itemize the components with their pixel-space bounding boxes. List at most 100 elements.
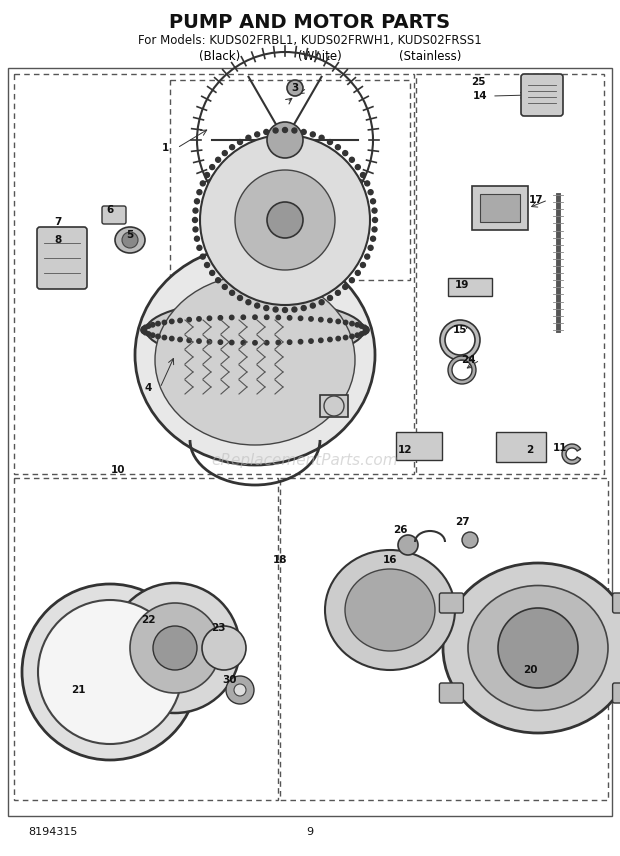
Text: 21: 21 (71, 685, 86, 695)
Circle shape (143, 330, 148, 335)
Text: 24: 24 (461, 355, 476, 365)
Circle shape (141, 328, 145, 332)
Bar (480, 194, 520, 222)
Circle shape (371, 236, 376, 241)
Circle shape (371, 199, 376, 204)
Text: 15: 15 (453, 325, 467, 335)
Circle shape (462, 532, 478, 548)
Circle shape (335, 145, 340, 150)
Text: 22: 22 (141, 615, 155, 625)
Circle shape (200, 254, 205, 259)
Circle shape (193, 227, 198, 232)
Circle shape (197, 339, 202, 343)
Circle shape (151, 323, 155, 327)
FancyBboxPatch shape (102, 206, 126, 224)
Text: (Black): (Black) (200, 50, 241, 62)
Circle shape (350, 158, 355, 163)
Circle shape (255, 303, 260, 308)
Ellipse shape (115, 227, 145, 253)
Text: 9: 9 (306, 827, 314, 837)
Circle shape (264, 306, 269, 311)
Text: 7: 7 (55, 217, 61, 227)
Circle shape (355, 333, 360, 337)
FancyBboxPatch shape (496, 432, 546, 462)
Ellipse shape (325, 550, 455, 670)
Circle shape (141, 326, 146, 331)
Circle shape (122, 232, 138, 248)
Circle shape (267, 122, 303, 158)
Ellipse shape (155, 275, 355, 445)
Circle shape (241, 341, 246, 345)
Circle shape (200, 135, 370, 305)
Circle shape (162, 320, 167, 324)
Circle shape (207, 340, 211, 344)
Circle shape (273, 128, 278, 133)
Circle shape (283, 307, 288, 312)
Text: 17: 17 (529, 195, 543, 205)
Circle shape (216, 158, 221, 163)
Ellipse shape (345, 569, 435, 651)
Circle shape (343, 320, 348, 324)
Circle shape (187, 318, 192, 322)
Circle shape (246, 300, 251, 305)
Circle shape (195, 236, 200, 241)
Circle shape (368, 246, 373, 250)
Circle shape (292, 128, 297, 133)
Circle shape (205, 263, 210, 267)
Text: 6: 6 (107, 205, 113, 215)
Circle shape (276, 315, 280, 319)
Circle shape (235, 170, 335, 270)
Circle shape (319, 300, 324, 305)
Circle shape (292, 307, 297, 312)
Text: 27: 27 (454, 517, 469, 527)
Circle shape (241, 315, 246, 319)
Circle shape (200, 181, 205, 186)
Text: 1: 1 (161, 143, 169, 153)
Circle shape (218, 340, 223, 344)
Circle shape (22, 584, 198, 760)
FancyBboxPatch shape (396, 432, 442, 460)
Circle shape (319, 338, 323, 342)
Text: 18: 18 (273, 555, 287, 565)
Circle shape (178, 337, 182, 342)
Circle shape (368, 190, 373, 194)
Circle shape (162, 336, 167, 340)
Circle shape (143, 325, 148, 330)
Circle shape (319, 135, 324, 140)
Wedge shape (440, 320, 480, 360)
Circle shape (343, 336, 348, 340)
Circle shape (265, 315, 269, 319)
Text: 20: 20 (523, 665, 538, 675)
Text: 10: 10 (111, 465, 125, 475)
Circle shape (327, 140, 332, 145)
Circle shape (335, 290, 340, 295)
Text: 4: 4 (144, 383, 152, 393)
Text: For Models: KUDS02FRBL1, KUDS02FRWH1, KUDS02FRSS1: For Models: KUDS02FRBL1, KUDS02FRWH1, KU… (138, 33, 482, 46)
Circle shape (287, 80, 303, 96)
Circle shape (110, 583, 240, 713)
Circle shape (237, 295, 242, 300)
Circle shape (197, 246, 202, 250)
Circle shape (283, 128, 288, 133)
Circle shape (288, 316, 292, 320)
Wedge shape (562, 444, 581, 464)
Circle shape (229, 290, 234, 295)
Text: (White): (White) (298, 50, 342, 62)
Circle shape (151, 333, 155, 337)
Bar (14, 74, 414, 474)
Circle shape (365, 254, 370, 259)
Circle shape (301, 306, 306, 311)
Circle shape (216, 277, 221, 282)
Circle shape (156, 321, 160, 326)
Bar (416, 74, 604, 474)
Text: 8194315: 8194315 (28, 827, 78, 837)
Circle shape (343, 284, 348, 289)
Circle shape (327, 295, 332, 300)
Circle shape (373, 217, 378, 223)
Circle shape (265, 341, 269, 345)
Bar (320, 395, 348, 417)
FancyBboxPatch shape (440, 683, 463, 703)
Circle shape (169, 319, 174, 324)
Circle shape (365, 328, 369, 332)
Circle shape (362, 330, 367, 335)
